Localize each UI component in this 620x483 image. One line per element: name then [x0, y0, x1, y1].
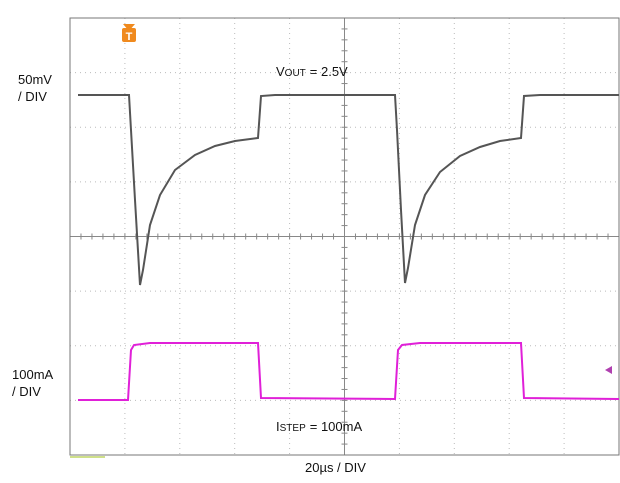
vout-text: = 2.5V [310, 64, 348, 79]
trigger-box [122, 28, 136, 42]
istep-symbol: I [276, 419, 280, 434]
channel2-level-arrow [605, 366, 612, 374]
trigger-marker: T [122, 24, 136, 43]
vout-symbol: V [276, 64, 285, 79]
screen-frame [69, 17, 620, 456]
istep-text: = 100mA [310, 419, 363, 434]
trigger-arrow [123, 24, 135, 31]
istep-subscript: STEP [280, 423, 306, 434]
time-scale: 20µs / DIV [305, 460, 366, 475]
voltage-trace [78, 94, 619, 286]
channel2-scale: 100mA [12, 367, 54, 382]
channel1-unit: / DIV [18, 89, 47, 104]
channel2-unit: / DIV [12, 384, 41, 399]
vout-label: VOUT = 2.5V [276, 64, 348, 79]
vout-subscript: OUT [285, 68, 306, 79]
channel1-scale: 50mV [18, 72, 52, 87]
istep-label: ISTEP = 100mA [276, 419, 362, 434]
trigger-label: T [126, 31, 133, 43]
current-trace [78, 342, 620, 401]
grid [69, 17, 620, 456]
